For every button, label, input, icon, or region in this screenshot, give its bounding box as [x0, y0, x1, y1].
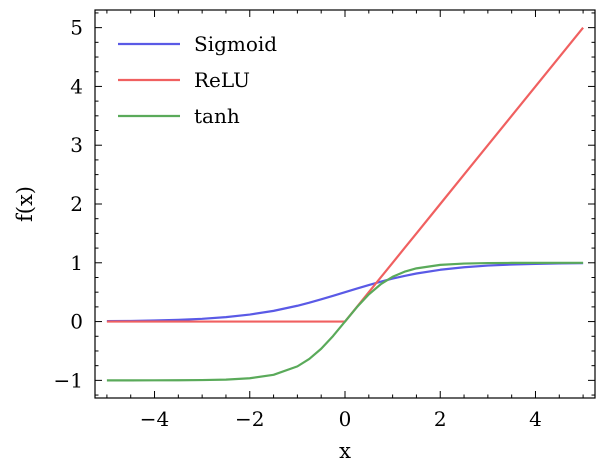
y-tick-label: 3 [70, 133, 83, 157]
plot-frame [94, 9, 596, 399]
y-tick-label: 2 [70, 192, 83, 216]
y-tick-label: 0 [70, 310, 83, 334]
x-tick-label: 0 [339, 407, 352, 431]
legend: Sigmoid ReLU tanh [118, 32, 277, 128]
y-axis-label: f(x) [13, 186, 37, 222]
x-tick-label: −2 [235, 407, 264, 431]
ticks [95, 10, 595, 398]
series-line-relu [106, 26, 584, 323]
legend-label-sigmoid: Sigmoid [194, 32, 277, 56]
series-line-tanh [106, 261, 584, 382]
axes-layer: −4 −2 0 2 4 −1 0 1 2 3 4 5 [54, 9, 596, 431]
series-line-sigmoid [106, 262, 584, 323]
legend-label-relu: ReLU [194, 68, 250, 92]
y-tick-label: −1 [54, 368, 83, 392]
y-tick-label: 4 [70, 74, 83, 98]
x-tick-label: 4 [529, 407, 542, 431]
y-tick-label: 1 [70, 251, 83, 275]
legend-label-tanh: tanh [194, 104, 240, 128]
x-tick-label: −4 [140, 407, 169, 431]
x-axis-label: x [339, 439, 351, 463]
y-tick-label: 5 [70, 16, 83, 40]
x-tick-label: 2 [434, 407, 447, 431]
series-layer [106, 26, 584, 382]
